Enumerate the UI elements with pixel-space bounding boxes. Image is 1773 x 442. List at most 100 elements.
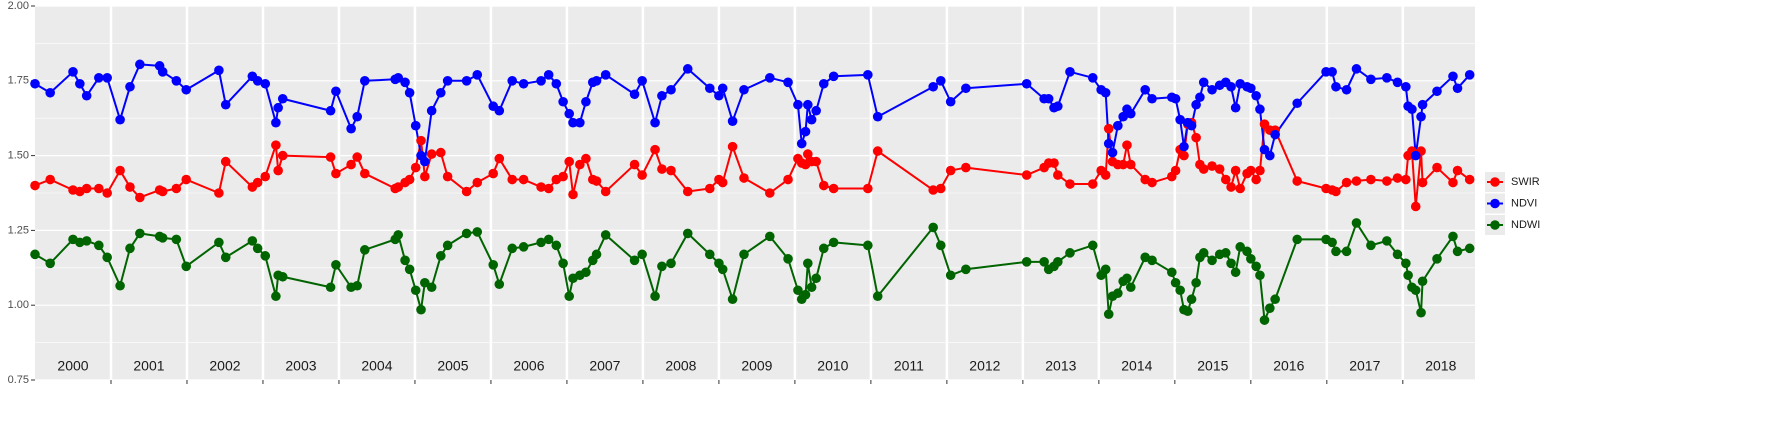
data-point [1118, 111, 1128, 122]
data-point [214, 237, 224, 248]
data-point [811, 156, 821, 167]
data-point [426, 282, 437, 293]
data-point [68, 67, 78, 77]
data-point [393, 230, 404, 240]
data-point [945, 165, 956, 176]
data-point [558, 171, 568, 182]
data-point [410, 285, 421, 296]
data-point [536, 182, 546, 192]
data-point [666, 84, 676, 95]
data-point [1125, 159, 1136, 170]
data-point [472, 227, 483, 237]
data-point [1341, 84, 1352, 95]
data-point [600, 230, 611, 240]
data-point [1417, 99, 1428, 110]
x-tick-label: 2015 [1197, 358, 1228, 374]
data-point [783, 254, 793, 264]
data-point [1214, 164, 1225, 174]
data-point [488, 168, 499, 179]
data-point [1331, 81, 1341, 92]
data-point [325, 152, 336, 162]
data-point [325, 282, 336, 293]
data-point [507, 243, 518, 254]
data-point [1270, 129, 1280, 140]
data-point [818, 78, 829, 89]
data-point [1179, 150, 1189, 161]
data-point [1103, 309, 1114, 319]
data-point [575, 117, 585, 128]
y-tick-label: 0.75 [8, 374, 29, 386]
data-point [1122, 273, 1132, 284]
data-point [1452, 246, 1463, 257]
x-tick-label: 2012 [969, 358, 1000, 374]
data-point [1382, 236, 1392, 246]
data-point [461, 186, 472, 197]
data-point [1265, 150, 1275, 161]
data-point [1410, 150, 1421, 161]
data-point [220, 156, 231, 167]
data-point [416, 304, 426, 315]
data-point [1401, 258, 1411, 269]
data-point [181, 84, 192, 95]
data-point [714, 90, 724, 101]
data-point [1452, 165, 1463, 176]
x-tick-label: 2016 [1273, 358, 1304, 374]
data-point [1198, 77, 1209, 88]
data-point [1341, 177, 1352, 188]
data-point [1416, 111, 1426, 122]
data-point [277, 93, 288, 104]
data-point [420, 277, 430, 288]
legend-label: SWIR [1511, 176, 1540, 188]
data-point [727, 294, 738, 305]
data-point [803, 149, 813, 159]
data-point [45, 87, 55, 98]
data-point [1170, 277, 1181, 288]
data-point [1021, 78, 1032, 89]
data-point [426, 105, 437, 116]
data-point [252, 177, 263, 188]
data-point [1195, 92, 1205, 103]
data-point [1103, 123, 1114, 134]
data-point [1464, 70, 1475, 80]
data-point [558, 258, 568, 269]
data-point [1382, 176, 1392, 186]
data-point [518, 174, 529, 185]
data-point [1175, 285, 1185, 296]
data-point [1351, 176, 1362, 186]
data-point [420, 156, 430, 167]
data-point [1100, 170, 1111, 180]
data-point [1242, 246, 1252, 257]
data-point [793, 285, 803, 296]
data-point [1191, 132, 1201, 143]
data-point [568, 117, 578, 128]
data-point [214, 65, 224, 76]
data-point [637, 249, 647, 260]
data-point [393, 182, 404, 192]
data-point [581, 267, 591, 278]
data-point [928, 222, 938, 233]
data-point [157, 186, 168, 197]
data-point [1270, 294, 1280, 305]
data-point [260, 78, 271, 89]
data-point [1125, 282, 1136, 293]
data-point [1087, 179, 1098, 189]
data-point [102, 73, 112, 83]
data-point [1122, 140, 1132, 150]
data-point [1087, 73, 1098, 83]
data-point [442, 240, 453, 251]
data-point [1039, 257, 1049, 267]
data-point [1417, 177, 1428, 188]
data-point [1170, 165, 1181, 176]
data-point [420, 171, 430, 182]
data-point [442, 171, 453, 182]
data-point [157, 67, 168, 77]
data-point [1401, 81, 1411, 92]
legend-label: NDVI [1511, 197, 1537, 209]
data-point [666, 258, 676, 269]
data-point [591, 249, 602, 260]
data-point [765, 231, 775, 242]
data-point [125, 182, 135, 192]
data-point [125, 243, 135, 254]
x-tick-label: 2010 [817, 358, 848, 374]
